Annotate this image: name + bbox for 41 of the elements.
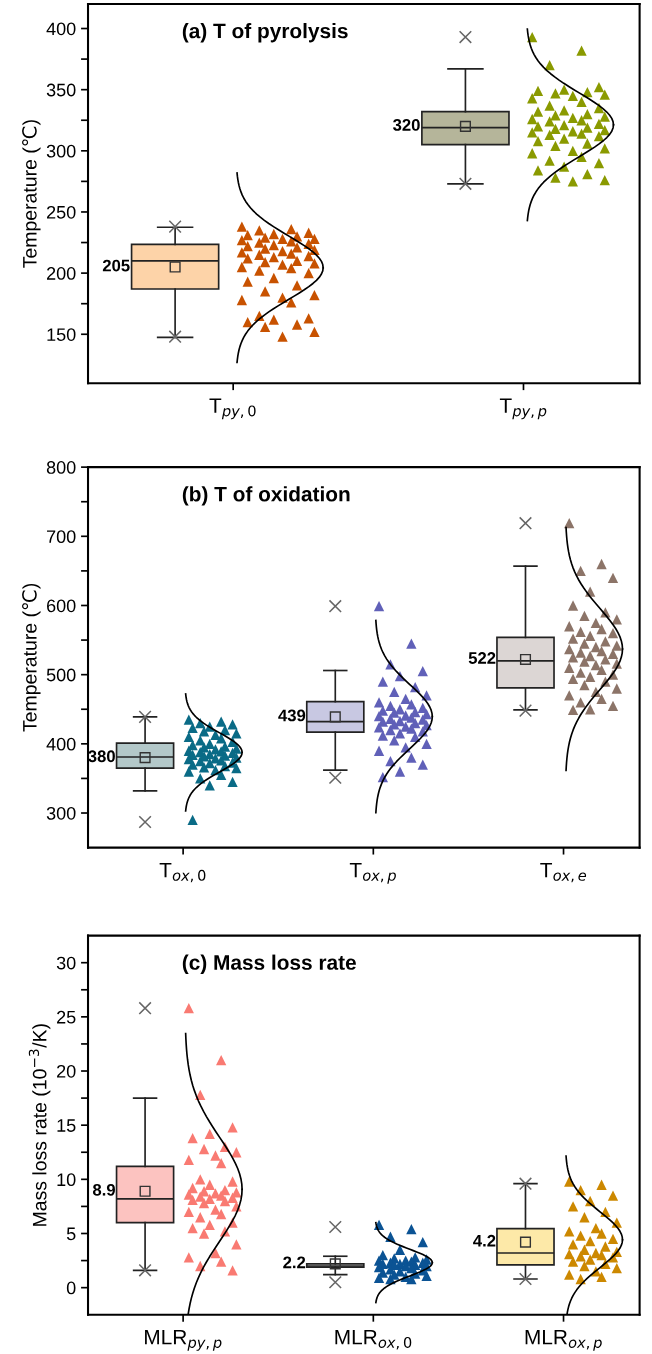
annotation: 522 [468, 652, 496, 664]
x-tick-label: T$_{ox,p}$ [349, 862, 396, 884]
annotation: 320 [393, 119, 420, 131]
y-tick-label: 600 [47, 599, 76, 613]
y-tick-label: 800 [46, 461, 76, 474]
y-tick-label: 30 [56, 956, 76, 970]
y-tick-label: 200 [47, 267, 76, 280]
y-tick-label: 0 [66, 1281, 76, 1295]
y-axis-title: Temperature (℃) [22, 583, 41, 732]
x-tick-label: T$_{ox,e}$ [540, 862, 587, 883]
text: (c) Mass loss rate [182, 954, 356, 974]
y-axis-title: Temperature (℃) [22, 120, 41, 268]
x-tick-label: T$_{py,p}$ [499, 398, 547, 420]
y-tick-label: 250 [47, 205, 76, 219]
annotation: 205 [102, 259, 130, 272]
annotation: 8.9 [92, 1183, 115, 1196]
x-tick-label: MLR$_{ox,p}$ [525, 1330, 602, 1351]
y-tick-label: 150 [47, 328, 76, 341]
x-tick-label: MLR$_{py,p}$ [145, 1330, 222, 1351]
text: (a) T of pyrolysis [182, 23, 348, 43]
annotation: 4.2 [473, 1234, 496, 1247]
x-tick-label: T$_{ox,0}$ [159, 862, 206, 883]
y-tick-label: 350 [46, 83, 76, 97]
y-tick-label: 400 [46, 737, 76, 751]
y-tick-label: 500 [46, 668, 76, 682]
y-tick-label: 10 [57, 1173, 76, 1187]
y-tick-label: 20 [57, 1064, 76, 1078]
text: (b) T of oxidation [182, 486, 350, 506]
annotation: 439 [278, 709, 306, 722]
y-axis-title: Mass loss rate (10$^{−3}$/K) [28, 1024, 51, 1226]
y-tick-label: 400 [46, 22, 76, 36]
annotation: 380 [88, 750, 115, 763]
y-tick-label: 25 [57, 1010, 76, 1024]
x-tick-label: MLR$_{ox,0}$ [335, 1330, 412, 1350]
annotation: 2.2 [283, 1256, 306, 1269]
y-tick-label: 700 [47, 530, 76, 544]
y-tick-label: 300 [46, 806, 76, 820]
y-tick-label: 300 [46, 144, 76, 158]
y-tick-label: 15 [57, 1119, 76, 1132]
y-tick-label: 5 [66, 1227, 76, 1241]
x-tick-label: T$_{py,0}$ [209, 398, 256, 420]
